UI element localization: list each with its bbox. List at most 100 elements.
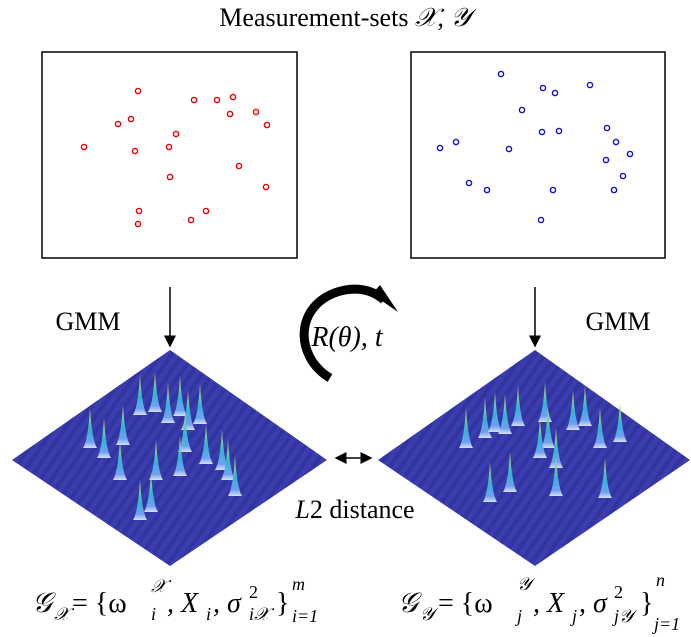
point [612,138,620,146]
peak [193,384,207,424]
title-text: Measurement-sets [219,3,415,32]
peak [148,372,162,412]
formula-part: = {ω [438,588,493,619]
peak [478,398,492,438]
points [80,70,634,228]
point [549,186,557,194]
title-symbols: 𝒳, 𝒴 [415,3,477,32]
peak [511,386,525,426]
formula-part: j=1 [652,614,680,634]
peak [566,390,580,430]
point [539,84,547,92]
peak [593,408,607,448]
formula-part: } [276,588,289,619]
peak [598,458,612,498]
peak [221,440,235,480]
point [127,115,135,123]
formula-part: , X [167,588,199,619]
formula-part: i𝒳 [249,604,275,624]
gmm-right: GMM [585,307,650,336]
rotation-arrowhead [372,285,398,312]
peak [483,462,497,502]
point [555,127,563,135]
peak [144,472,158,512]
peak [549,456,563,496]
formula-left: 𝒢 𝒳 = {ω 𝒳 i , X i , σ 2 i𝒳 } m i=1 [32,574,318,626]
peak [173,436,187,476]
peak [578,386,592,426]
peak [149,440,163,480]
point [551,89,559,97]
transform: R(θ), t [310,322,384,353]
formula-part: } [640,588,653,619]
point [135,207,143,215]
point [190,96,198,104]
point [263,121,271,129]
formula-part: 𝒢 [398,588,422,619]
point [114,120,122,128]
point [483,186,491,194]
peak [538,382,552,422]
point [602,156,610,164]
rotation-arrow [299,284,387,382]
peak [488,392,502,432]
peak [549,428,563,468]
peak [215,430,229,470]
title: Measurement-sets 𝒳, 𝒴 [219,3,477,32]
formula-part: i [206,604,211,624]
peak [459,408,473,448]
point [131,147,139,155]
point [213,96,221,104]
peak [503,452,517,492]
peak [199,424,213,464]
formula-part: 𝒢 [32,588,56,619]
formula-part: j [515,606,522,626]
point [619,172,627,180]
peak [161,383,175,423]
point [518,106,526,114]
point [262,183,270,191]
left-box [41,51,298,259]
point [202,207,210,215]
peak [97,418,111,458]
formula-part: , X [533,588,565,619]
point [497,70,505,78]
point [452,138,460,146]
peak [173,376,187,416]
distance-text: 2 distance [310,495,415,524]
point [538,128,546,136]
formula-part: m [292,574,305,594]
formula-part: j [570,606,577,626]
peak [228,456,242,496]
peak [541,408,555,448]
point [165,143,173,151]
distance-label: L2 distance [294,495,414,524]
point [172,130,180,138]
formula-part: i [151,604,156,624]
point [134,220,142,228]
peak [116,405,130,445]
formula-part: j𝒴 [612,606,638,626]
right-box [410,51,666,259]
point [187,216,195,224]
peak [498,394,512,434]
formula-part: 2 [614,582,623,602]
gmm-left: GMM [55,307,120,336]
peak [613,402,627,442]
point [586,81,594,89]
point [226,110,234,118]
formula-part: = {ω [72,588,127,619]
point [252,108,260,116]
point [610,186,618,194]
formula-part: , σ [213,588,242,619]
formula-right: 𝒢 𝒴 = {ω 𝒴 j , X j , σ 2 j𝒴 } n j=1 [398,570,680,634]
formula-part: 𝒴 [420,604,439,624]
gmm-surface-left [12,350,327,566]
point [505,145,513,153]
formula-part: n [656,570,665,590]
point [537,216,545,224]
point [235,162,243,170]
peak [178,412,192,452]
peak [83,408,97,448]
formula-part: i=1 [292,606,318,626]
